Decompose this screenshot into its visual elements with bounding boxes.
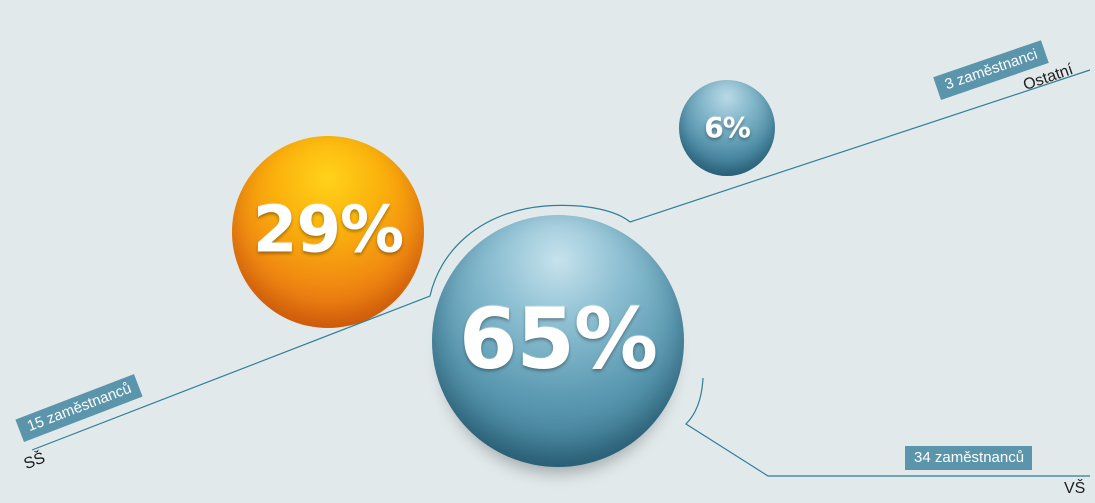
bubble-ostatni-percent: 6% <box>704 110 751 144</box>
bubble-vs: 65% <box>432 215 684 467</box>
connector-line-ostatni <box>629 69 1091 223</box>
connector-line-vs <box>685 377 1090 477</box>
count-tag-vs: 34 zaměstnanců <box>905 446 1033 470</box>
bubble-vs-percent: 65% <box>458 290 658 389</box>
connector-line-ss <box>31 204 631 451</box>
category-label-vs: VŠ <box>1064 480 1086 497</box>
bubble-ss-percent: 29% <box>252 193 404 268</box>
bubble-ostatni: 6% <box>679 80 775 176</box>
bubble-ss: 29% <box>232 136 424 328</box>
